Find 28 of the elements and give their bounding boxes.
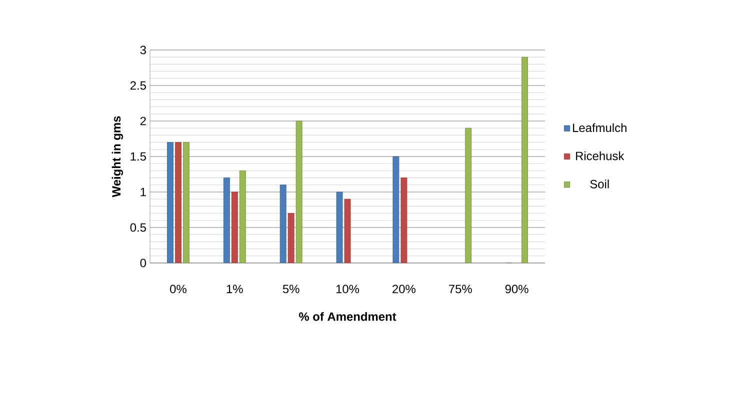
x-tick-label: 20%: [392, 284, 416, 294]
x-tick-label: 1%: [226, 284, 243, 294]
bar: [522, 56, 528, 263]
y-tick-label: 3: [140, 46, 146, 54]
y-tick-label: 1.5: [130, 152, 146, 161]
bar: [175, 142, 182, 263]
y-tick-label: 1: [140, 188, 146, 196]
x-tick-label: 90%: [505, 284, 528, 294]
bar: [231, 192, 238, 263]
y-axis-title: Weight in gms: [112, 116, 124, 198]
y-tick-label: 0.5: [130, 223, 146, 232]
bar: [167, 142, 174, 263]
legend-label: Leafmulch: [573, 123, 626, 132]
x-tick-label: 10%: [336, 284, 360, 294]
bar: [183, 142, 190, 263]
x-tick-label: 5%: [282, 284, 300, 294]
x-axis-title: % of Amendment: [298, 312, 396, 321]
bar: [280, 184, 286, 263]
y-tick-label: 0: [140, 258, 146, 268]
x-tick-label: 75%: [449, 284, 472, 294]
legend-label: Ricehusk: [576, 151, 624, 160]
x-tick-label: 0%: [170, 284, 186, 294]
bar: [223, 178, 230, 263]
y-tick-label: 2: [140, 116, 146, 126]
bar: [465, 128, 472, 263]
bar: [239, 170, 246, 263]
legend-label: Soil: [590, 180, 609, 188]
y-tick-label: 2.5: [130, 81, 146, 90]
